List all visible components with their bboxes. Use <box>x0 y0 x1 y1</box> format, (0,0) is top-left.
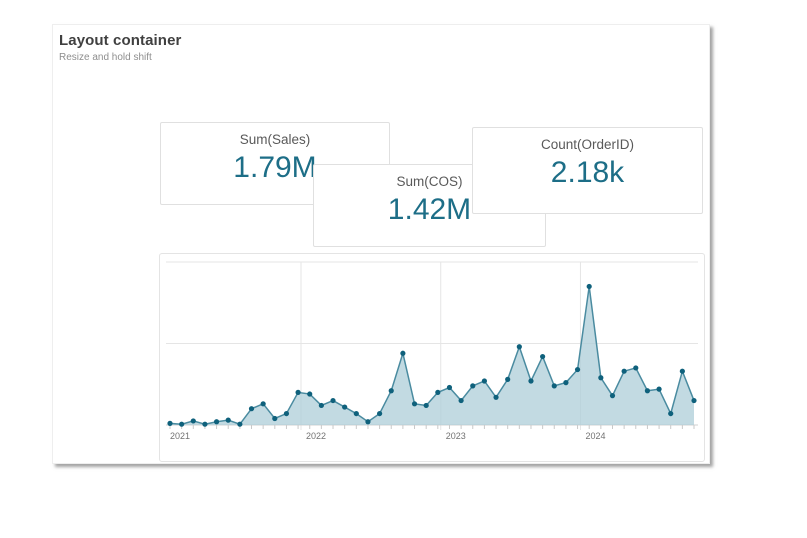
data-point[interactable] <box>365 419 371 425</box>
data-point[interactable] <box>248 406 255 412</box>
kpi-label-sales: Sum(Sales) <box>239 132 311 147</box>
kpi-label-cos: Sum(COS) <box>396 174 463 189</box>
kpi-value-orderid: 2.18k <box>550 156 625 189</box>
data-point[interactable] <box>423 402 429 409</box>
data-point[interactable] <box>179 421 185 427</box>
sheet-header: Layout container Resize and hold shift <box>59 32 181 63</box>
data-point[interactable] <box>516 344 522 350</box>
x-axis-label: 2021 <box>170 431 190 441</box>
area-line <box>169 286 695 426</box>
data-point[interactable] <box>644 388 651 394</box>
page-title: Layout container <box>59 32 182 49</box>
data-point[interactable] <box>679 368 685 374</box>
data-point[interactable] <box>470 383 476 389</box>
data-point[interactable] <box>551 383 557 389</box>
data-point[interactable] <box>505 376 511 382</box>
data-point[interactable] <box>574 366 581 373</box>
area-fill <box>170 286 694 425</box>
kpi-value-sales: 1.79M <box>233 151 317 184</box>
x-axis-label: 2023 <box>446 431 466 441</box>
data-point[interactable] <box>540 353 546 360</box>
data-point[interactable] <box>388 388 394 394</box>
area-chart-card[interactable]: 2021 2022 2023 2024 <box>159 253 705 462</box>
data-point[interactable] <box>446 384 453 391</box>
data-point[interactable] <box>213 419 220 425</box>
data-point[interactable] <box>400 350 406 356</box>
data-point[interactable] <box>609 393 616 399</box>
data-point[interactable] <box>353 410 359 417</box>
data-point[interactable] <box>272 415 278 422</box>
data-point[interactable] <box>458 397 464 404</box>
data-point[interactable] <box>668 410 674 417</box>
layout-container-sheet: Layout container Resize and hold shift S… <box>52 24 710 464</box>
data-point[interactable] <box>295 389 301 395</box>
data-point[interactable] <box>598 375 604 381</box>
data-point[interactable] <box>225 417 231 423</box>
data-point[interactable] <box>481 378 487 384</box>
data-point[interactable] <box>656 386 662 392</box>
data-point[interactable] <box>563 380 569 386</box>
x-axis-label: 2024 <box>585 431 605 441</box>
data-point[interactable] <box>493 394 499 400</box>
x-axis-label: 2022 <box>306 431 326 441</box>
kpi-card-orderid[interactable]: Count(OrderID) 2.18k <box>472 127 703 214</box>
data-point[interactable] <box>691 397 697 404</box>
area-chart-svg[interactable]: 2021 2022 2023 2024 <box>160 254 704 461</box>
data-point[interactable] <box>283 410 290 417</box>
data-point[interactable] <box>260 401 266 407</box>
data-point[interactable] <box>377 410 383 417</box>
data-point[interactable] <box>318 402 324 409</box>
data-point[interactable] <box>190 418 196 424</box>
data-point[interactable] <box>435 389 441 395</box>
data-point[interactable] <box>167 420 173 426</box>
data-point[interactable] <box>633 365 639 371</box>
data-point[interactable] <box>528 378 534 384</box>
data-point[interactable] <box>586 283 592 290</box>
page-subtitle: Resize and hold shift <box>59 52 152 63</box>
data-point[interactable] <box>342 404 348 410</box>
data-point[interactable] <box>621 368 627 374</box>
kpi-label-orderid: Count(OrderID) <box>540 137 635 152</box>
data-point[interactable] <box>202 421 208 427</box>
data-point[interactable] <box>307 391 313 397</box>
data-point[interactable] <box>237 421 243 427</box>
kpi-card-sales[interactable]: Sum(Sales) 1.79M <box>160 122 390 205</box>
data-point[interactable] <box>411 401 418 407</box>
kpi-value-cos: 1.42M <box>387 193 472 226</box>
data-point[interactable] <box>330 397 336 404</box>
